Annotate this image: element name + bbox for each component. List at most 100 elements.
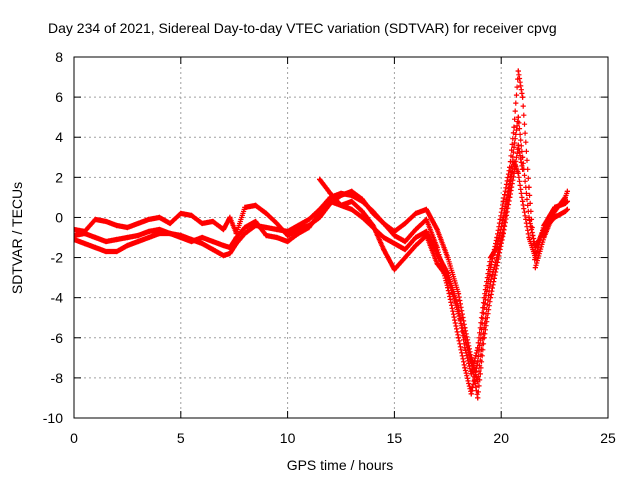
data-point bbox=[511, 144, 517, 150]
data-point bbox=[481, 335, 487, 341]
axis-ticks bbox=[73, 56, 609, 419]
data-point bbox=[220, 226, 227, 233]
data-points bbox=[74, 68, 571, 401]
data-point bbox=[285, 232, 291, 239]
data-point bbox=[468, 359, 474, 365]
data-point bbox=[519, 94, 526, 100]
tick-labels: 0 5 10 15 20 25 -10 -8 -6 -4 -2 0 2 4 6 8 bbox=[43, 49, 616, 446]
data-point bbox=[338, 202, 344, 209]
data-point bbox=[199, 234, 205, 241]
data-point bbox=[519, 166, 526, 172]
chart-title: Day 234 of 2021, Sidereal Day-to-day VTE… bbox=[48, 20, 557, 36]
data-point bbox=[210, 246, 216, 253]
series-track-3 bbox=[74, 114, 571, 377]
data-point bbox=[370, 210, 376, 217]
data-point bbox=[381, 246, 387, 253]
data-point bbox=[413, 242, 419, 249]
y-tick-label: 4 bbox=[55, 129, 63, 145]
data-point bbox=[306, 216, 312, 223]
data-point bbox=[242, 204, 248, 211]
data-point bbox=[468, 391, 474, 397]
x-tick-label: 0 bbox=[70, 430, 78, 446]
data-point bbox=[511, 124, 517, 130]
x-axis-label: GPS time / hours bbox=[287, 457, 394, 473]
data-point bbox=[274, 234, 280, 241]
data-point bbox=[135, 238, 141, 245]
data-point bbox=[500, 230, 506, 237]
data-point bbox=[92, 244, 98, 251]
data-point bbox=[227, 244, 233, 251]
y-tick-label: -6 bbox=[51, 330, 64, 346]
data-point bbox=[82, 240, 88, 247]
data-point bbox=[103, 238, 109, 245]
data-point bbox=[124, 242, 130, 249]
data-point bbox=[511, 170, 517, 176]
data-point bbox=[188, 238, 195, 245]
data-point bbox=[74, 226, 77, 233]
data-point bbox=[274, 220, 280, 227]
data-point bbox=[391, 228, 397, 235]
y-tick-label: -8 bbox=[51, 370, 64, 386]
data-point bbox=[532, 244, 538, 251]
data-point bbox=[263, 224, 269, 231]
data-point bbox=[124, 234, 130, 241]
data-point bbox=[434, 226, 440, 233]
x-tick-label: 20 bbox=[493, 430, 509, 446]
x-tick-label: 25 bbox=[600, 430, 616, 446]
data-point bbox=[462, 335, 468, 341]
y-tick-label: 6 bbox=[55, 89, 63, 105]
data-point bbox=[402, 220, 408, 227]
data-point bbox=[475, 395, 481, 401]
data-point bbox=[552, 204, 558, 211]
data-point bbox=[413, 234, 419, 241]
data-point bbox=[349, 188, 355, 194]
data-point bbox=[413, 226, 419, 233]
data-point bbox=[515, 142, 521, 148]
data-point bbox=[114, 236, 120, 243]
y-tick-label: 2 bbox=[55, 169, 63, 185]
data-point bbox=[156, 226, 163, 233]
data-point bbox=[507, 194, 513, 200]
data-point bbox=[462, 365, 468, 371]
data-point bbox=[156, 214, 163, 221]
data-point bbox=[445, 254, 451, 261]
data-point bbox=[103, 248, 109, 255]
data-point bbox=[242, 230, 248, 237]
data-point bbox=[455, 291, 462, 297]
data-point bbox=[263, 210, 269, 217]
data-point bbox=[402, 246, 408, 253]
x-tick-label: 5 bbox=[177, 430, 185, 446]
data-point bbox=[475, 345, 481, 351]
data-point bbox=[92, 216, 98, 223]
data-point bbox=[274, 226, 280, 233]
data-point bbox=[188, 212, 195, 219]
data-point bbox=[391, 266, 397, 273]
data-point bbox=[210, 218, 216, 225]
data-point bbox=[82, 230, 88, 237]
data-point bbox=[349, 198, 355, 204]
data-point bbox=[327, 198, 333, 204]
data-point bbox=[114, 222, 120, 229]
data-point bbox=[124, 224, 130, 231]
data-point bbox=[359, 196, 365, 202]
data-point bbox=[92, 234, 98, 241]
data-point bbox=[402, 254, 408, 261]
y-tick-label: 8 bbox=[55, 49, 63, 65]
data-point bbox=[445, 275, 451, 281]
data-point bbox=[494, 262, 500, 269]
x-tick-label: 10 bbox=[280, 430, 296, 446]
data-point bbox=[564, 198, 571, 204]
data-point bbox=[295, 230, 301, 237]
y-tick-label: -2 bbox=[51, 250, 64, 266]
data-point bbox=[146, 234, 152, 241]
data-point bbox=[541, 226, 547, 233]
y-tick-label: -4 bbox=[51, 290, 64, 306]
data-point bbox=[74, 232, 77, 239]
data-point bbox=[146, 216, 152, 223]
data-point bbox=[515, 68, 521, 74]
data-point bbox=[135, 232, 141, 239]
data-point bbox=[423, 206, 430, 213]
data-point bbox=[317, 176, 323, 182]
y-axis-label: SDTVAR / TECUs bbox=[9, 182, 25, 294]
data-point bbox=[552, 214, 558, 221]
